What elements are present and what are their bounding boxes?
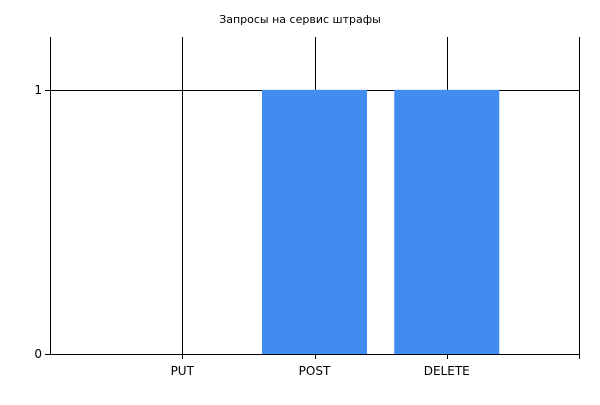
axis-layer <box>45 37 580 355</box>
x-tick-label-put: PUT <box>171 364 195 378</box>
y-tick-label: 0 <box>34 347 42 361</box>
bars-layer <box>262 89 500 354</box>
chart-title: Запросы на сервис штрафы <box>219 13 381 26</box>
bar-delete <box>394 89 500 354</box>
x-tick-label-post: POST <box>299 364 331 378</box>
bar-post <box>262 89 367 354</box>
labels-layer: 0 1 PUT POST DELETE <box>34 83 469 378</box>
y-tick-label: 1 <box>34 83 42 97</box>
x-tick-label-delete: DELETE <box>424 364 470 378</box>
